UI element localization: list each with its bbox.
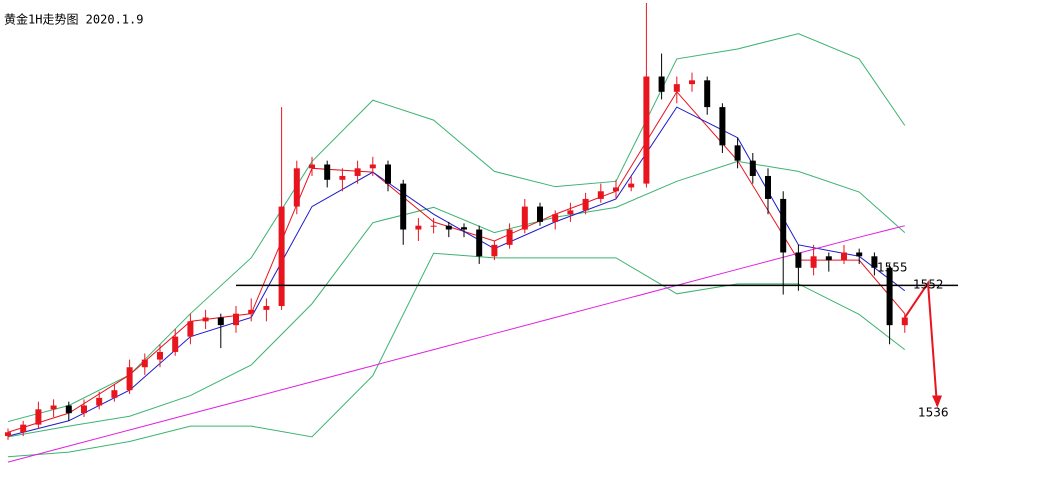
candle-body <box>643 76 650 184</box>
candle-body <box>552 214 559 222</box>
candle-body <box>765 175 771 199</box>
candle-body <box>521 206 528 230</box>
candle-body <box>841 252 847 261</box>
indicator-line <box>7 252 906 458</box>
candle-body <box>537 206 543 222</box>
candle-body <box>111 390 118 398</box>
candle-body <box>50 405 57 410</box>
candle-body <box>795 252 802 268</box>
arrow-head <box>932 395 942 408</box>
candle-body <box>354 168 361 176</box>
candle-body <box>613 187 619 192</box>
candle-body <box>263 306 270 310</box>
candle-body <box>461 227 467 230</box>
price-label: 1552 <box>913 278 944 292</box>
candle-body <box>20 424 27 433</box>
candle-body <box>369 164 376 169</box>
candle-body <box>339 175 346 180</box>
candle-body <box>704 80 711 108</box>
candle-body <box>81 405 87 414</box>
chart-title: 黄金1H走势图 2020.1.9 <box>4 12 143 27</box>
candle-body <box>172 336 179 352</box>
candle-body <box>65 405 72 414</box>
price-label: 1536 <box>918 406 949 420</box>
candle-body <box>385 164 391 184</box>
candle-body <box>35 409 42 425</box>
candle-body <box>217 317 224 326</box>
candle-body <box>415 225 422 230</box>
candle-body <box>810 256 817 268</box>
candle-body <box>324 164 331 180</box>
candle-body <box>871 256 878 268</box>
candle-body <box>5 432 11 437</box>
candle-body <box>597 191 604 199</box>
candle-body <box>96 397 103 406</box>
candle-body <box>430 225 437 227</box>
candle-body <box>506 229 513 245</box>
candle-body <box>202 317 209 322</box>
candle-body <box>157 351 163 360</box>
candle-body <box>141 359 148 368</box>
candle-body <box>658 76 665 92</box>
candle-body <box>734 145 741 161</box>
candle-body <box>719 107 726 146</box>
candle-body <box>628 183 635 188</box>
candle-body <box>278 206 285 307</box>
candle-body <box>233 313 239 326</box>
forecast-arrow <box>903 280 938 406</box>
candle-body <box>248 309 255 314</box>
candle-body <box>886 267 893 326</box>
candle-body <box>582 198 589 211</box>
indicator-line <box>7 106 906 437</box>
candle-body <box>476 229 483 257</box>
price-label: 1555 <box>877 261 908 275</box>
candle-body <box>749 160 756 176</box>
candle-body <box>187 321 194 337</box>
candle-body <box>901 317 908 326</box>
indicator-line <box>7 90 906 433</box>
candle-body <box>491 244 498 257</box>
candle-body <box>309 164 315 169</box>
candle-body <box>445 225 452 230</box>
candle-body <box>567 210 574 215</box>
candle-body <box>689 80 695 85</box>
candle-body <box>126 367 133 391</box>
candle-body <box>293 168 300 207</box>
indicator-line <box>7 225 905 463</box>
candle-body <box>400 183 407 230</box>
candle-body <box>673 84 680 92</box>
indicator-line <box>7 160 906 438</box>
candle-body <box>780 198 787 253</box>
candle-body <box>825 256 832 261</box>
candle-body <box>856 252 863 257</box>
